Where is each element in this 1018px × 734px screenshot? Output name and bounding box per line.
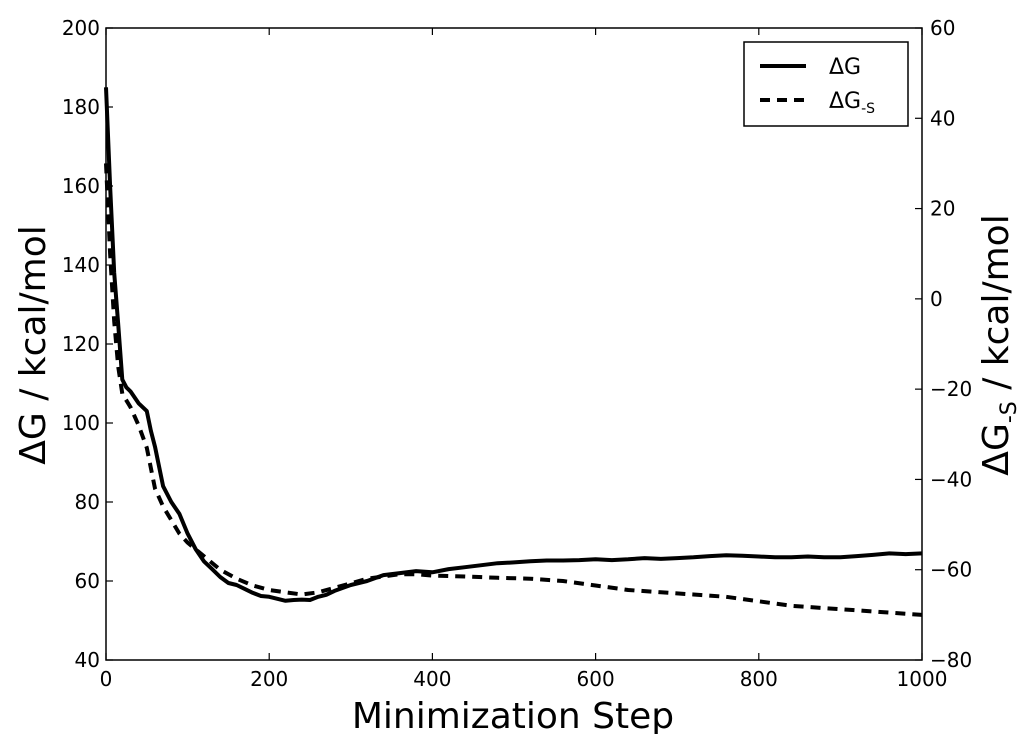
legend-label-dg: ΔG xyxy=(829,55,861,80)
y-right-tick-label: −20 xyxy=(930,377,972,401)
y-axis-right-title-subscript: -S xyxy=(997,401,1018,423)
y-right-tick-label: −80 xyxy=(930,648,972,672)
x-tick-label: 1000 xyxy=(897,667,948,691)
x-tick-label: 200 xyxy=(250,667,288,691)
y-left-tick-label: 140 xyxy=(62,253,100,277)
legend-label-dgs: ΔG-S xyxy=(829,89,875,117)
y-left-tick-label: 80 xyxy=(75,490,100,514)
legend-label-dgs-subscript: -S xyxy=(861,101,875,117)
x-tick-label: 400 xyxy=(413,667,451,691)
y-right-tick-label: 0 xyxy=(930,287,943,311)
x-tick-label: 600 xyxy=(577,667,615,691)
series-layer xyxy=(104,87,923,617)
tick-layer: 0 200 400 600 800 100040608010012014016018020… xyxy=(62,16,972,691)
y-right-tick-label: 40 xyxy=(930,106,955,130)
y-left-tick-label: 180 xyxy=(62,95,100,119)
y-left-tick-label: 120 xyxy=(62,332,100,356)
series-line-dgs xyxy=(104,163,923,617)
legend-box xyxy=(743,41,909,127)
legend-label-dgs-base: ΔG xyxy=(829,89,861,114)
y-left-tick-label: 160 xyxy=(62,174,100,198)
y-axis-right-title: ΔG-S / kcal/mol xyxy=(976,214,1018,475)
y-left-tick-label: 40 xyxy=(75,648,100,672)
y-left-tick-label: 60 xyxy=(75,569,100,593)
x-tick-label: 0 xyxy=(100,667,113,691)
y-axis-right-title-base: ΔG xyxy=(976,423,1017,476)
y-right-tick-label: −60 xyxy=(930,558,972,582)
y-axis-left-title: ΔG / kcal/mol xyxy=(13,225,54,464)
y-right-tick-label: 60 xyxy=(930,16,955,40)
y-left-tick-label: 200 xyxy=(62,16,100,40)
legend: ΔG ΔG-S xyxy=(743,41,909,127)
y-right-tick-label: 20 xyxy=(930,197,955,221)
x-tick-label: 800 xyxy=(740,667,778,691)
y-left-tick-label: 100 xyxy=(62,411,100,435)
y-axis-right-title-rest: / kcal/mol xyxy=(976,214,1017,401)
y-right-tick-label: −40 xyxy=(930,467,972,491)
x-axis-title: Minimization Step xyxy=(352,696,674,734)
series-line-dg xyxy=(104,87,923,603)
